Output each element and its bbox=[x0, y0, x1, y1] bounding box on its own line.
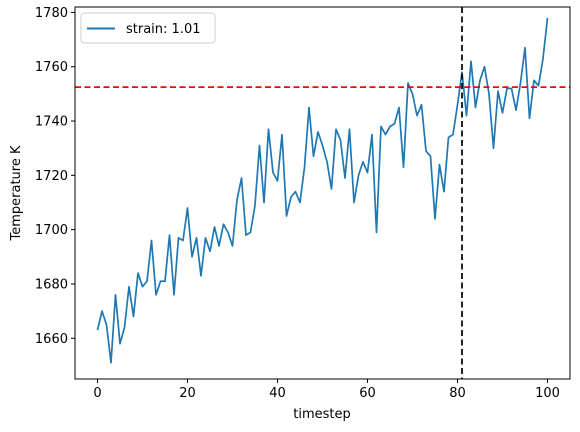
y-tick-label: 1780 bbox=[35, 6, 68, 21]
x-tick-label: 60 bbox=[359, 386, 376, 401]
legend-label: strain: 1.01 bbox=[126, 22, 201, 37]
plot-frame bbox=[74, 6, 571, 380]
y-tick-label: 1760 bbox=[35, 60, 68, 75]
x-tick-label: 0 bbox=[93, 386, 101, 401]
legend: strain: 1.01 bbox=[80, 12, 216, 44]
series-layer bbox=[96, 17, 549, 364]
y-tick-label: 1720 bbox=[35, 169, 68, 184]
y-tick-label: 1740 bbox=[35, 115, 68, 130]
x-tick-label: 40 bbox=[269, 386, 286, 401]
x-tick-label: 100 bbox=[535, 386, 560, 401]
x-tick-label: 80 bbox=[449, 386, 466, 401]
reference-lines bbox=[75, 7, 570, 379]
y-tick-label: 1700 bbox=[35, 223, 68, 238]
x-axis-label: timestep bbox=[293, 407, 351, 422]
y-tick-label: 1660 bbox=[35, 332, 68, 347]
y-axis-label: Temperature K bbox=[9, 145, 24, 241]
x-tick-label: 20 bbox=[179, 386, 196, 401]
y-tick-label: 1680 bbox=[35, 277, 68, 292]
y-axis-ticks: 1660 1680 1700 1720 1740 1760 1780 bbox=[35, 6, 75, 347]
x-axis-ticks: 0 20 40 60 80 100 bbox=[93, 379, 560, 401]
legend-box bbox=[80, 12, 216, 44]
